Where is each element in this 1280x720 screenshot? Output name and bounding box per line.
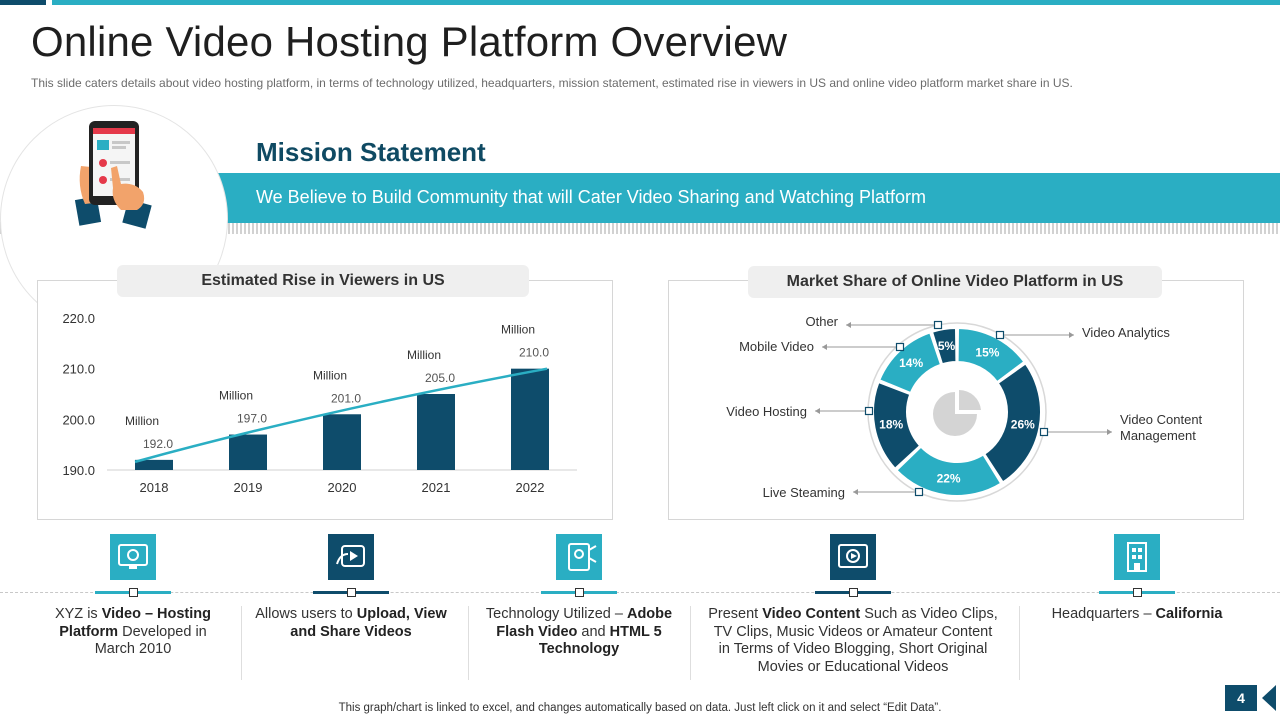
video-player-icon	[830, 534, 876, 580]
technology-icon	[556, 534, 602, 580]
feature-dot	[1133, 588, 1142, 597]
donut-center	[909, 364, 1005, 460]
feature-dot	[347, 588, 356, 597]
donut-slice	[982, 362, 1042, 484]
bar-2019	[229, 434, 267, 470]
y-tick-label: 220.0	[62, 311, 95, 326]
page-number: 4	[1225, 685, 1257, 711]
feature-separator	[690, 606, 691, 680]
viewers-chart-title: Estimated Rise in Viewers in US	[117, 265, 529, 297]
feature-dot	[849, 588, 858, 597]
bar-value-label: 201.0	[331, 391, 361, 405]
pie-chart-icon	[933, 392, 977, 436]
leader-arrow	[846, 322, 851, 328]
leader-arrow	[1069, 332, 1074, 338]
feature-dot	[129, 588, 138, 597]
bar-value-label: 210.0	[519, 346, 549, 360]
trend-line	[134, 367, 548, 464]
slice-marker	[864, 406, 874, 416]
leader-arrow	[815, 408, 820, 414]
feature-description: XYZ is Video – Hosting Platform Develope…	[54, 606, 212, 657]
slice-value-label: 22%	[937, 471, 961, 485]
market-share-title: Market Share of Online Video Platform in…	[748, 266, 1162, 298]
slice-marker	[895, 342, 905, 352]
slice-marker	[1039, 427, 1049, 437]
feature-separator	[468, 606, 469, 680]
chart-link-note: This graph/chart is linked to excel, and…	[338, 702, 942, 714]
leader-arrow	[1107, 429, 1112, 435]
bar-unit-label: Million	[501, 323, 535, 337]
pie-chart-icon-slice	[959, 389, 981, 410]
slice-name-label: Live Steaming	[763, 485, 845, 500]
slice-value-label: 18%	[879, 418, 903, 432]
decorative-stripe-band	[0, 222, 1280, 234]
x-tick-label: 2022	[516, 480, 545, 495]
donut-slice	[895, 445, 1003, 497]
slice-name-label: Video Analytics	[1082, 325, 1170, 340]
y-tick-label: 190.0	[62, 463, 95, 478]
bar-unit-label: Million	[219, 389, 253, 403]
bar-unit-label: Million	[313, 368, 347, 382]
mission-band	[218, 173, 1280, 223]
feature-separator	[241, 606, 242, 680]
phone-hand-icon	[74, 121, 152, 229]
top-accent-dark	[0, 0, 46, 5]
bar-unit-label: Million	[125, 414, 159, 428]
market-share-donut-chart: 15% Video Analytics 26% Video Content Manage…	[726, 314, 1203, 502]
bar-unit-label: Million	[407, 348, 441, 362]
feature-dot	[575, 588, 584, 597]
bar-value-label: 197.0	[237, 412, 267, 426]
bar-value-label: 192.0	[143, 437, 173, 451]
page-subtitle: This slide caters details about video ho…	[31, 76, 1073, 90]
y-tick-label: 210.0	[62, 362, 95, 377]
slice-value-label: 26%	[1011, 418, 1035, 432]
slice-name-label: Other	[805, 314, 838, 329]
video-share-icon	[328, 534, 374, 580]
mission-text: We Believe to Build Community that will …	[256, 187, 926, 207]
page-title: Online Video Hosting Platform Overview	[31, 18, 788, 65]
slice-marker	[933, 320, 943, 330]
leader-arrow	[822, 344, 827, 350]
feature-separator	[1019, 606, 1020, 680]
bar-2021	[417, 394, 455, 470]
bar-value-label: 205.0	[425, 371, 455, 385]
x-tick-label: 2021	[422, 480, 451, 495]
bar-2020	[323, 414, 361, 470]
leader-arrow	[853, 489, 858, 495]
feature-timeline-line	[0, 592, 1280, 593]
viewers-bar-chart: 190.0 200.0 210.0 220.0 2018 192.0 Million 2019…	[62, 311, 577, 495]
slice-name-label: Video Hosting	[726, 404, 807, 419]
donut-slice	[872, 380, 922, 471]
mission-title: Mission Statement	[256, 137, 486, 167]
x-tick-label: 2018	[140, 480, 169, 495]
donut-slice	[956, 326, 1026, 384]
donut-slice	[877, 331, 943, 395]
slice-value-label: 5%	[938, 339, 956, 353]
x-tick-label: 2020	[328, 480, 357, 495]
page-number-arrow	[1262, 685, 1276, 711]
feature-description: Present Video Content Such as Video Clip…	[708, 606, 998, 675]
slice-marker	[914, 487, 924, 497]
bar-2018	[135, 459, 173, 470]
y-tick-label: 200.0	[62, 412, 95, 427]
monitor-icon	[110, 534, 156, 580]
slice-name-label: Mobile Video	[739, 339, 814, 354]
feature-description: Headquarters – California	[1051, 606, 1223, 622]
top-accent-bar	[52, 0, 1280, 5]
building-icon	[1114, 534, 1160, 580]
slice-value-label: 15%	[975, 345, 999, 359]
x-tick-label: 2019	[234, 480, 263, 495]
feature-description: Allows users to Upload, View and Share V…	[255, 606, 447, 640]
slice-marker	[995, 330, 1005, 340]
slice-name-label: Video Content Management	[1120, 412, 1203, 443]
bar-2022	[511, 368, 549, 470]
feature-description: Technology Utilized – Adobe Flash Video …	[485, 606, 673, 657]
donut-slice	[930, 326, 958, 366]
slice-value-label: 14%	[899, 356, 923, 370]
